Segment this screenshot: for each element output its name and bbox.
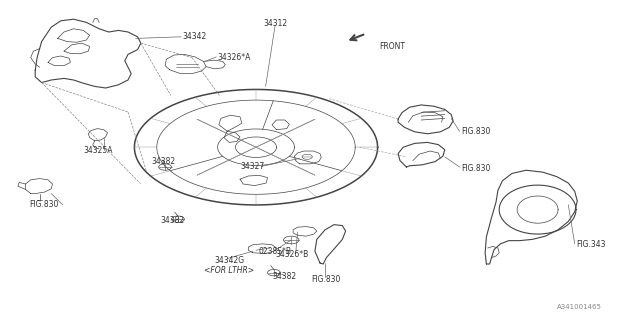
Text: <FOR LTHR>: <FOR LTHR> <box>204 266 254 275</box>
Text: 34382: 34382 <box>161 216 185 225</box>
Text: FIG.830: FIG.830 <box>461 127 490 136</box>
Text: 34342: 34342 <box>182 32 207 41</box>
Text: FRONT: FRONT <box>380 42 406 51</box>
Text: 0238S*B: 0238S*B <box>259 247 292 256</box>
Text: 34382: 34382 <box>273 272 297 281</box>
Text: FIG.830: FIG.830 <box>461 164 490 172</box>
Text: 34327: 34327 <box>240 162 264 171</box>
Text: FIG.830: FIG.830 <box>29 200 58 209</box>
Text: 34326*B: 34326*B <box>275 250 308 259</box>
Text: A341001465: A341001465 <box>557 304 602 309</box>
Text: 34325A: 34325A <box>83 146 113 155</box>
Text: FIG.830: FIG.830 <box>312 275 341 284</box>
Text: 34312: 34312 <box>263 19 287 28</box>
Text: FIG.343: FIG.343 <box>576 240 605 249</box>
Text: 34382: 34382 <box>151 157 175 166</box>
Text: 34342G: 34342G <box>214 256 244 265</box>
Text: 34326*A: 34326*A <box>218 53 251 62</box>
